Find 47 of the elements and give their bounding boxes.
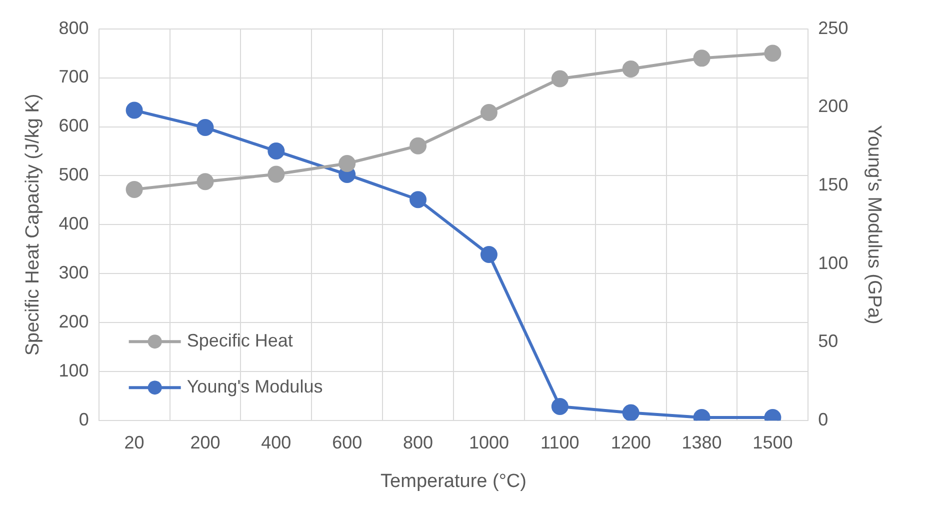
y2-tick-label: 200 bbox=[818, 96, 848, 116]
x-tick-label: 1100 bbox=[540, 432, 580, 452]
y-tick-label: 300 bbox=[58, 262, 89, 283]
point bbox=[764, 44, 782, 62]
point bbox=[410, 191, 427, 208]
point bbox=[551, 70, 568, 88]
y2-tick-label: 50 bbox=[818, 331, 838, 352]
x-tick-label: 1000 bbox=[468, 432, 509, 452]
y2-tick-label: 150 bbox=[818, 174, 848, 194]
x-axis-title: Temperature (°C) bbox=[380, 470, 526, 492]
y-tick-label: 700 bbox=[58, 66, 89, 87]
y-axis-title: Specific Heat Capacity (J/kg K) bbox=[22, 94, 44, 356]
y2-tick-label: 0 bbox=[818, 410, 828, 430]
x-tick-label: 1380 bbox=[682, 432, 722, 452]
x-tick-label: 800 bbox=[403, 432, 434, 452]
point bbox=[551, 398, 568, 415]
point bbox=[338, 154, 356, 172]
point bbox=[693, 50, 710, 67]
legend-label: Specific Heat bbox=[186, 330, 293, 351]
point bbox=[126, 180, 143, 198]
point bbox=[196, 173, 214, 190]
legend-label: Young's Modulus bbox=[186, 376, 323, 397]
y2-tick-label: 250 bbox=[818, 18, 848, 38]
x-tick-label: 200 bbox=[190, 432, 220, 452]
y-tick-label: 500 bbox=[58, 164, 89, 185]
x-tick-label: 1200 bbox=[610, 432, 651, 452]
x-tick-label: 1500 bbox=[752, 432, 793, 452]
y-tick-label: 800 bbox=[58, 18, 89, 38]
point bbox=[268, 166, 285, 183]
y-tick-label: 200 bbox=[58, 312, 89, 332]
point bbox=[196, 119, 214, 136]
y2-tick-label: 100 bbox=[818, 252, 848, 273]
point bbox=[622, 404, 640, 421]
x-tick-label: 400 bbox=[261, 432, 292, 452]
point bbox=[410, 137, 427, 154]
point bbox=[480, 104, 498, 122]
point bbox=[126, 102, 143, 119]
y-tick-label: 600 bbox=[58, 116, 89, 136]
x-tick-label: 600 bbox=[332, 432, 362, 452]
x-tick-label: 20 bbox=[124, 432, 144, 452]
point bbox=[622, 60, 640, 78]
point bbox=[480, 246, 498, 263]
y-tick-label: 0 bbox=[78, 410, 89, 430]
y-tick-label: 100 bbox=[58, 360, 89, 381]
y-tick-label: 400 bbox=[58, 214, 89, 234]
y2-axis-title: Young's Modulus (GPa) bbox=[863, 125, 884, 324]
point bbox=[268, 142, 285, 160]
